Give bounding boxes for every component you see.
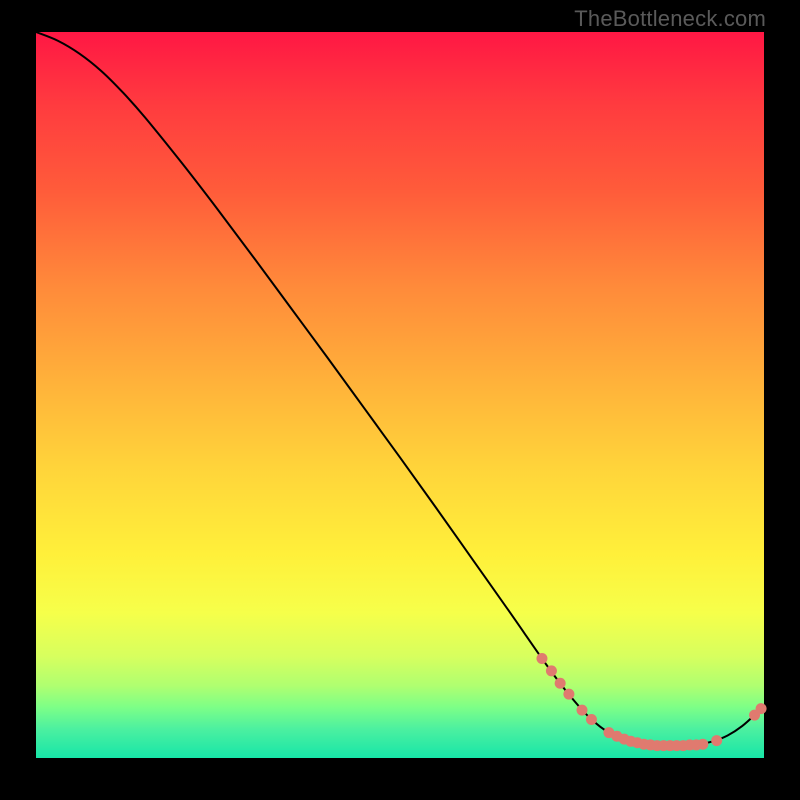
data-marker [756,703,767,714]
data-marker [563,689,574,700]
data-marker [536,653,547,664]
data-marker [586,714,597,725]
watermark-text: TheBottleneck.com [574,6,766,32]
chart-container: TheBottleneck.com [0,0,800,800]
data-marker [711,735,722,746]
data-marker [546,665,557,676]
bottleneck-curve [36,32,764,746]
data-marker [577,705,588,716]
data-marker [697,739,708,750]
data-marker [555,678,566,689]
chart-svg [36,32,764,758]
